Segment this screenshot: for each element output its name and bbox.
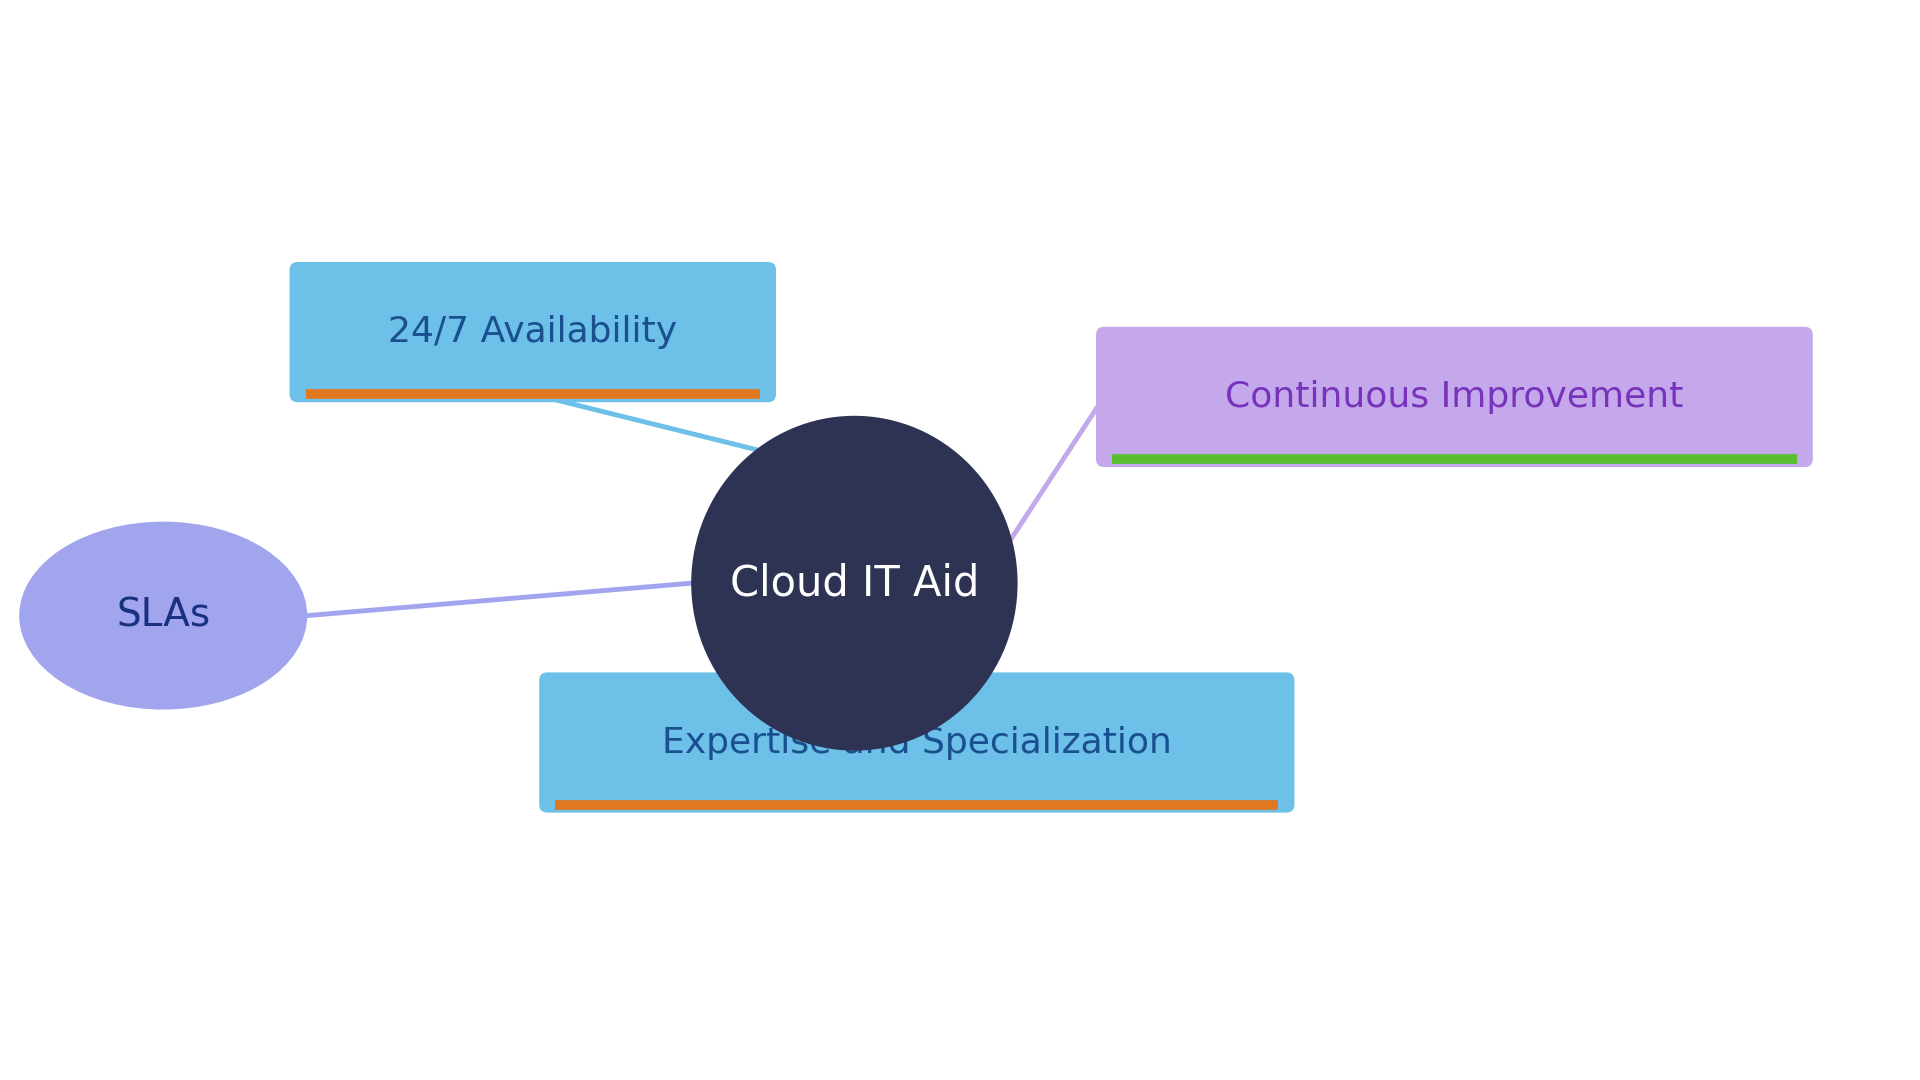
FancyBboxPatch shape [1096,327,1812,467]
Text: SLAs: SLAs [115,596,211,635]
Ellipse shape [691,416,1018,751]
Text: 24/7 Availability: 24/7 Availability [388,315,678,349]
FancyBboxPatch shape [540,673,1294,812]
Text: Expertise and Specialization: Expertise and Specialization [662,726,1171,759]
Text: Continuous Improvement: Continuous Improvement [1225,380,1684,414]
Text: Cloud IT Aid: Cloud IT Aid [730,563,979,604]
Ellipse shape [19,522,307,710]
FancyBboxPatch shape [290,262,776,402]
